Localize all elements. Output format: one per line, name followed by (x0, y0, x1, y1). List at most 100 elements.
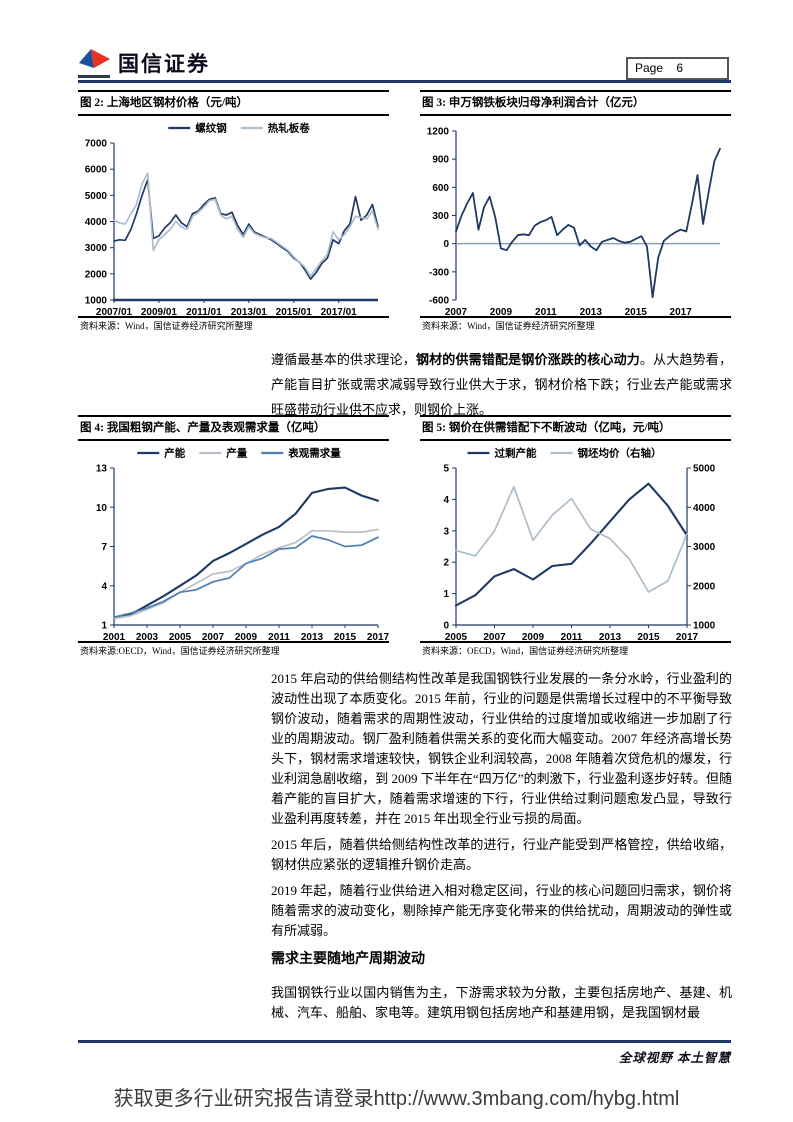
svg-text:1000: 1000 (85, 296, 108, 307)
intro-text-pre: 遵循最基本的供求理论， (271, 352, 416, 367)
svg-text:热轧板卷: 热轧板卷 (268, 122, 310, 135)
svg-text:5000: 5000 (693, 464, 716, 475)
svg-text:4000: 4000 (693, 503, 716, 514)
svg-text:13: 13 (96, 464, 108, 475)
svg-text:2013: 2013 (580, 307, 603, 318)
figure-2-line-chart: 1000 2000 3000 4000 5000 6000 7000 2007/01 2009/… (78, 116, 389, 318)
svg-text:7: 7 (101, 542, 107, 553)
svg-text:1000: 1000 (693, 621, 716, 632)
svg-text:4: 4 (443, 495, 449, 506)
svg-text:3: 3 (443, 526, 449, 537)
figure-4-title: 图 4: 我国粗钢产能、产量及表观需求量（亿吨） (78, 415, 389, 441)
page-number-box: Page 6 (626, 57, 729, 80)
figure-row-2: 图 4: 我国粗钢产能、产量及表观需求量（亿吨） 1 4 7 10 13 2001 2003… (78, 415, 731, 659)
svg-text:2009/01: 2009/01 (141, 307, 178, 318)
svg-text:2000: 2000 (85, 269, 108, 280)
svg-text:2007/01: 2007/01 (96, 307, 133, 318)
svg-text:2015: 2015 (625, 307, 648, 318)
header-divider (78, 80, 731, 83)
svg-text:0: 0 (443, 621, 449, 632)
figure-5: 图 5: 钢价在供需错配下不断波动（亿吨，元/吨） 0 1 2 3 4 5 1000 2000… (420, 415, 731, 659)
figure-4-line-chart: 1 4 7 10 13 2001 2003 2005 2007 2009 2011 2013 2015 2… (78, 441, 390, 644)
figure-row-1: 图 2: 上海地区钢材价格（元/吨） 1000 2000 3000 4000 5000 6… (78, 90, 731, 334)
svg-text:螺纹钢: 螺纹钢 (195, 122, 227, 135)
svg-text:2005: 2005 (445, 632, 468, 643)
svg-text:2007: 2007 (202, 632, 225, 643)
svg-text:3000: 3000 (693, 542, 716, 553)
figure-4: 图 4: 我国粗钢产能、产量及表观需求量（亿吨） 1 4 7 10 13 2001 2003… (78, 415, 390, 659)
svg-text:2013: 2013 (599, 632, 622, 643)
svg-text:2000: 2000 (693, 581, 716, 592)
svg-text:5000: 5000 (85, 191, 108, 202)
svg-text:2017/01: 2017/01 (321, 307, 358, 318)
report-download-link[interactable]: 获取更多行业研究报告请登录http://www.3mbang.com/hybg.… (113, 1088, 680, 1110)
footer-motto: 全球视野 本土智慧 (618, 1051, 731, 1065)
svg-text:过剩产能: 过剩产能 (495, 447, 537, 460)
svg-text:2013/01: 2013/01 (231, 307, 268, 318)
figure-4-source: 资料来源:OECD，Wind，国信证券经济研究所整理 (78, 641, 389, 659)
paragraph-demand-structure: 我国钢铁行业以国内销售为主，下游需求较为分散，主要包括房地产、基建、机械、汽车、… (271, 985, 732, 1020)
body-text-column: 2015 年启动的供给侧结构性改革是我国钢铁行业发展的一条分水岭，行业盈利的波动… (271, 669, 732, 1029)
svg-text:2005: 2005 (169, 632, 192, 643)
svg-text:2009: 2009 (235, 632, 258, 643)
svg-text:2017: 2017 (670, 307, 693, 318)
svg-text:-300: -300 (429, 267, 449, 278)
svg-text:1200: 1200 (427, 127, 450, 138)
paragraph-from-2019: 2019 年起，随着行业供给进入相对稳定区间，行业的核心问题回归需求，钢价将随着… (271, 883, 732, 938)
intro-text-post: 。从大趋势看，产能盲目扩张或需求减弱导致行业供大于求，钢材价格下跌；行业去产能或… (271, 352, 732, 417)
svg-text:2011: 2011 (268, 632, 290, 643)
header-brand: 国信证券 (78, 48, 210, 78)
svg-text:2015: 2015 (334, 632, 357, 643)
svg-text:3000: 3000 (85, 243, 108, 254)
svg-text:10: 10 (96, 503, 108, 514)
figure-3-title: 图 3: 申万钢铁板块归母净利润合计（亿元） (420, 90, 731, 116)
figure-5-title: 图 5: 钢价在供需错配下不断波动（亿吨，元/吨） (420, 415, 731, 441)
svg-text:300: 300 (432, 211, 449, 222)
brand-name: 国信证券 (118, 52, 210, 76)
figure-5-source: 资料来源：OECD，Wind，国信证券经济研究所整理 (420, 641, 731, 659)
svg-text:600: 600 (432, 183, 449, 194)
svg-text:2017: 2017 (367, 632, 389, 643)
svg-text:4000: 4000 (85, 217, 108, 228)
figure-2-title: 图 2: 上海地区钢材价格（元/吨） (78, 90, 389, 116)
page-number: Page 6 (635, 61, 684, 75)
svg-text:2007: 2007 (483, 632, 506, 643)
paragraph-supply-side-reform: 2015 年启动的供给侧结构性改革是我国钢铁行业发展的一条分水岭，行业盈利的波动… (271, 671, 732, 826)
svg-text:2015: 2015 (637, 632, 660, 643)
section-heading-demand: 需求主要随地产周期波动 (271, 952, 425, 967)
svg-text:产量: 产量 (226, 447, 247, 460)
svg-text:2001: 2001 (103, 632, 126, 643)
svg-text:900: 900 (432, 155, 449, 166)
figure-2-source: 资料来源：Wind，国信证券经济研究所整理 (78, 316, 389, 334)
svg-text:钢坯均价（右轴）: 钢坯均价（右轴） (578, 447, 662, 460)
figure-2: 图 2: 上海地区钢材价格（元/吨） 1000 2000 3000 4000 5000 6… (78, 90, 389, 334)
svg-text:2013: 2013 (301, 632, 324, 643)
intro-text-bold: 钢材的供需错配是钢价涨跌的核心动力 (415, 352, 640, 367)
svg-text:6000: 6000 (85, 165, 108, 176)
figure-3-source: 资料来源：Wind，国信证券经济研究所整理 (420, 316, 731, 334)
figure-3-line-chart: -600 -300 0 300 600 900 1200 2007 2009 2011 2013 20… (420, 116, 731, 318)
svg-text:4: 4 (101, 581, 107, 592)
svg-text:2011: 2011 (535, 307, 557, 318)
figure-3: 图 3: 申万钢铁板块归母净利润合计（亿元） -600 -300 0 300 600 90… (420, 90, 731, 334)
svg-text:2011/01: 2011/01 (186, 307, 222, 318)
paragraph-after-2015: 2015 年后，随着供给侧结构性改革的进行，行业产能受到严格管控，供给收缩，钢材… (271, 837, 732, 872)
svg-text:2011: 2011 (561, 632, 583, 643)
logo-subtext-bar (78, 75, 110, 78)
svg-text:2009: 2009 (522, 632, 545, 643)
footer-divider (78, 1040, 731, 1043)
svg-text:7000: 7000 (85, 139, 108, 150)
svg-text:表观需求量: 表观需求量 (287, 447, 341, 460)
figure-5-line-chart: 0 1 2 3 4 5 1000 2000 3000 4000 5000 2005 2007 2009 20… (420, 441, 731, 644)
svg-text:0: 0 (443, 239, 449, 250)
svg-text:5: 5 (443, 464, 449, 475)
svg-text:2015/01: 2015/01 (276, 307, 313, 318)
svg-text:产能: 产能 (164, 447, 185, 460)
svg-text:2017: 2017 (676, 632, 699, 643)
svg-text:1: 1 (101, 621, 107, 632)
svg-text:-600: -600 (429, 296, 449, 307)
svg-text:2007: 2007 (445, 307, 468, 318)
guosen-logo-icon (78, 48, 112, 78)
svg-text:2009: 2009 (490, 307, 513, 318)
